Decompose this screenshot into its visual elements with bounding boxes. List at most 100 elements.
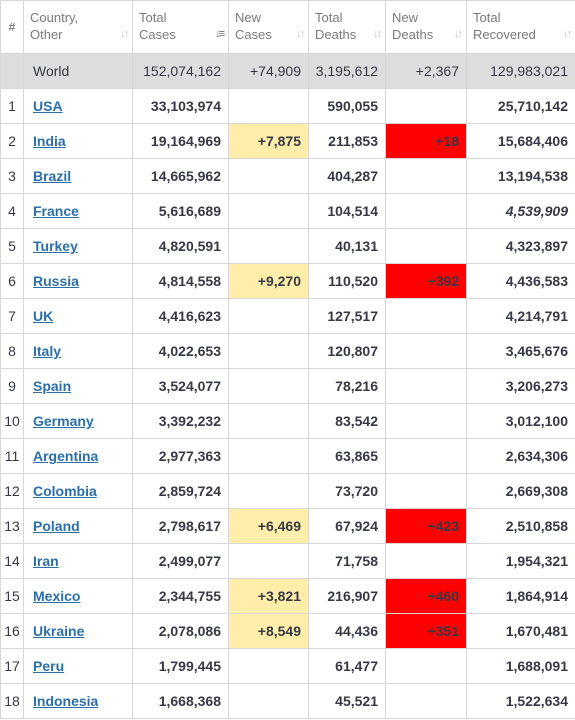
row-number: 5 — [0, 228, 24, 264]
country-link-ukraine[interactable]: Ukraine — [33, 623, 85, 639]
new-deaths-cell — [385, 543, 467, 579]
country-link-russia[interactable]: Russia — [33, 273, 79, 289]
total-cases-cell: 2,344,755 — [132, 578, 229, 614]
total-recovered-cell: 4,214,791 — [466, 298, 575, 334]
country-link: Poland — [23, 508, 133, 544]
total-deaths-cell: 78,216 — [308, 368, 386, 404]
sort-icon[interactable]: ↓↑ — [296, 28, 305, 40]
new-cases-cell — [228, 473, 309, 509]
new-cases-cell — [228, 438, 309, 474]
total-recovered-cell: 4,539,909 — [466, 193, 575, 229]
world-label: World — [23, 53, 133, 89]
total-cases-cell: 2,977,363 — [132, 438, 229, 474]
country-link-spain[interactable]: Spain — [33, 378, 72, 394]
country-link: Colombia — [23, 473, 133, 509]
table-row: 16 Ukraine 2,078,086 +8,549 44,436 +351 1,670,… — [0, 613, 575, 649]
row-number: 10 — [0, 403, 24, 439]
total-recovered-cell: 1,954,321 — [466, 543, 575, 579]
sort-descending-icon[interactable]: ↓≡ — [215, 28, 225, 40]
world-total-recovered: 129,983,021 — [466, 53, 575, 89]
total-cases-cell: 5,616,689 — [132, 193, 229, 229]
total-cases-cell: 19,164,969 — [132, 123, 229, 159]
country-link-argentina[interactable]: Argentina — [33, 448, 99, 464]
new-cases-cell — [228, 683, 309, 719]
row-number: 3 — [0, 158, 24, 194]
table-row: 12 Colombia 2,859,724 73,720 2,669,308 — [0, 473, 575, 509]
new-deaths-cell — [385, 298, 467, 334]
sort-icon[interactable]: ↓↑ — [454, 28, 463, 40]
country-link: Ukraine — [23, 613, 133, 649]
country-link-iran[interactable]: Iran — [33, 553, 59, 569]
new-cases-cell — [228, 543, 309, 579]
country-link-poland[interactable]: Poland — [33, 518, 80, 534]
country-link: UK — [23, 298, 133, 334]
new-cases-cell — [228, 333, 309, 369]
table-row: 7 UK 4,416,623 127,517 4,214,791 — [0, 298, 575, 334]
country-link-uk[interactable]: UK — [33, 308, 54, 324]
total-deaths-cell: 63,865 — [308, 438, 386, 474]
header-total-deaths[interactable]: Total Deaths ↓↑ — [308, 0, 386, 54]
country-link-india[interactable]: India — [33, 133, 66, 149]
world-total-cases: 152,074,162 — [132, 53, 229, 89]
new-deaths-cell — [385, 158, 467, 194]
new-deaths-cell — [385, 438, 467, 474]
total-cases-cell: 33,103,974 — [132, 88, 229, 124]
row-number: 1 — [0, 88, 24, 124]
country-link-turkey[interactable]: Turkey — [33, 238, 78, 254]
country-link-germany[interactable]: Germany — [33, 413, 94, 429]
country-link-mexico[interactable]: Mexico — [33, 588, 81, 604]
country-link-colombia[interactable]: Colombia — [33, 483, 97, 499]
header-num[interactable]: # — [0, 0, 24, 54]
new-cases-cell: +8,549 — [228, 613, 309, 649]
country-link: Peru — [23, 648, 133, 684]
table-row: 2 India 19,164,969 +7,875 211,853 +18 15,684,4… — [0, 123, 575, 159]
country-link: Russia — [23, 263, 133, 299]
total-cases-cell: 4,416,623 — [132, 298, 229, 334]
country-link: France — [23, 193, 133, 229]
table-row: 17 Peru 1,799,445 61,477 1,688,091 — [0, 648, 575, 684]
header-new-deaths[interactable]: New Deaths ↓↑ — [385, 0, 467, 54]
total-recovered-cell: 2,669,308 — [466, 473, 575, 509]
total-cases-cell: 4,022,653 — [132, 333, 229, 369]
table-row: 6 Russia 4,814,558 +9,270 110,520 +392 4,436,5… — [0, 263, 575, 299]
header-new-cases[interactable]: New Cases ↓↑ — [228, 0, 309, 54]
header-total-recovered[interactable]: Total Recovered ↓↑ — [466, 0, 575, 54]
header-country-label: Country, — [30, 10, 79, 25]
new-cases-cell: +6,469 — [228, 508, 309, 544]
row-number: 15 — [0, 578, 24, 614]
row-number: 12 — [0, 473, 24, 509]
total-deaths-cell: 211,853 — [308, 123, 386, 159]
country-link-italy[interactable]: Italy — [33, 343, 62, 359]
country-link-brazil[interactable]: Brazil — [33, 168, 72, 184]
total-recovered-cell: 4,436,583 — [466, 263, 575, 299]
country-link-france[interactable]: France — [33, 203, 79, 219]
country-link-usa[interactable]: USA — [33, 98, 63, 114]
world-new-deaths: +2,367 — [385, 53, 467, 89]
row-number: 18 — [0, 683, 24, 719]
new-deaths-cell — [385, 368, 467, 404]
header-num-label: # — [8, 19, 16, 34]
total-cases-cell: 1,668,368 — [132, 683, 229, 719]
row-number: 2 — [0, 123, 24, 159]
header-country[interactable]: Country, Other ↓↑ — [23, 0, 133, 54]
sort-icon[interactable]: ↓↑ — [563, 28, 572, 40]
total-deaths-cell: 73,720 — [308, 473, 386, 509]
sort-icon[interactable]: ↓↑ — [120, 28, 129, 40]
row-number: 7 — [0, 298, 24, 334]
new-cases-cell: +3,821 — [228, 578, 309, 614]
header-total-cases[interactable]: Total Cases ↓≡ — [132, 0, 229, 54]
total-deaths-cell: 44,436 — [308, 613, 386, 649]
total-recovered-cell: 1,670,481 — [466, 613, 575, 649]
header-total-cases-label-2: Cases — [139, 27, 176, 42]
total-recovered-cell: 3,206,273 — [466, 368, 575, 404]
new-deaths-cell: +351 — [385, 613, 467, 649]
total-deaths-cell: 104,514 — [308, 193, 386, 229]
total-recovered-cell: 4,323,897 — [466, 228, 575, 264]
country-link: Brazil — [23, 158, 133, 194]
total-cases-cell: 4,814,558 — [132, 263, 229, 299]
world-row: World 152,074,162 +74,909 3,195,612 +2,3… — [0, 53, 575, 89]
country-link-peru[interactable]: Peru — [33, 658, 65, 674]
sort-icon[interactable]: ↓↑ — [373, 28, 382, 40]
country-link-indonesia[interactable]: Indonesia — [33, 693, 99, 709]
new-deaths-cell — [385, 473, 467, 509]
